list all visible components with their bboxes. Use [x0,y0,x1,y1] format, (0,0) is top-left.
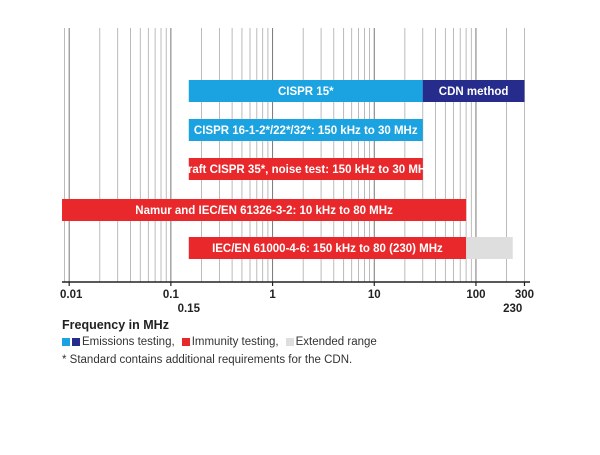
legend-swatch-emissions-dark [72,338,80,346]
x-tick-label: 300 [515,289,534,301]
legend-label-extended: Extended range [295,336,377,348]
bar-label: CDN method [439,86,509,98]
footnote: * Standard contains additional requireme… [62,354,353,366]
legend-label-immunity: Immunity testing, [191,336,279,348]
bar-label: CISPR 16-1-2*/22*/32*: 150 kHz to 30 MHz [194,125,418,137]
x-tick-label: 0.1 [163,289,180,301]
x-tick-label: 0.01 [60,289,83,301]
bar-label: CISPR 15* [278,86,334,98]
legend-swatch-immunity [181,338,190,346]
legend: Emissions testing, Immunity testing, Ext… [62,336,381,348]
bar-label: Namur and IEC/EN 61326-3-2: 10 kHz to 80… [135,205,393,217]
legend-swatch-emissions-light [62,338,70,346]
range-bar [188,119,423,141]
x-tick-label-secondary: 230 [503,303,522,315]
range-bar [188,80,423,102]
legend-swatch-extended [285,338,294,346]
x-axis-title: Frequency in MHz [62,318,169,332]
range-bar [188,237,467,259]
range-bar [422,80,525,102]
bar-label: IEC/EN 61000-4-6: 150 kHz to 80 (230) MH… [212,243,443,255]
bar-label: Draft CISPR 35*, noise test: 150 kHz to … [180,164,433,176]
range-bar [62,199,467,221]
range-bar [466,237,513,259]
range-bar [188,158,423,180]
x-tick-label-secondary: 0.15 [178,303,201,315]
legend-label-emissions: Emissions testing, [82,336,175,348]
x-tick-label: 1 [269,289,276,301]
x-tick-label: 100 [466,289,485,301]
x-tick-label: 10 [368,289,381,301]
